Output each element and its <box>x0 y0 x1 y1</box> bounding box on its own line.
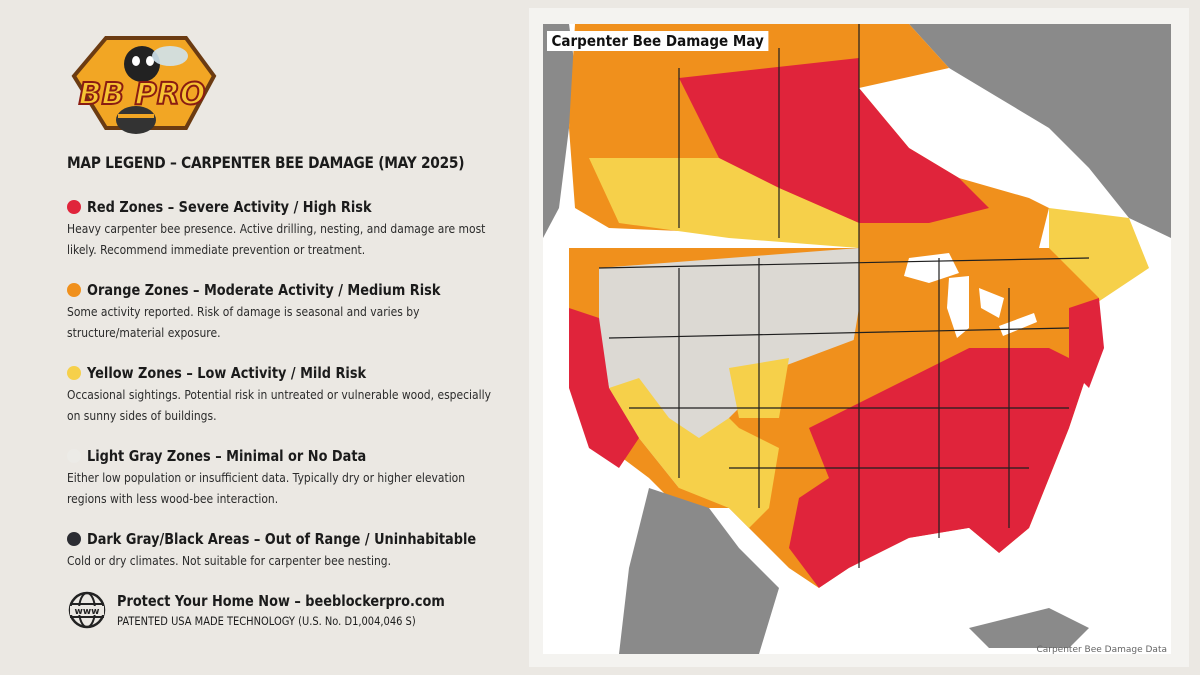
state-borders <box>598 24 1090 568</box>
zone-westcoast-red <box>569 308 639 468</box>
legend-item-heading: Red Zones – Severe Activity / High Risk <box>87 198 372 216</box>
website-link[interactable]: Protect Your Home Now – beeblockerpro.co… <box>117 592 445 610</box>
dark-area-west <box>543 24 575 238</box>
bee-mascot-logo: BB PRO <box>71 36 217 134</box>
legend-item-description: Cold or dry climates. Not suitable for c… <box>67 553 392 568</box>
legend-item-red: Red Zones – Severe Activity / High Risk … <box>67 198 507 260</box>
dark-gray-dot-icon <box>67 532 81 546</box>
map-panel: Carpenter Bee Damage May Carpenter Bee D… <box>529 8 1189 667</box>
yellow-dot-icon <box>67 366 81 380</box>
dark-area-arctic <box>909 24 1171 238</box>
gulf-of-mexico <box>819 528 999 654</box>
logo-text: BB PRO <box>79 77 206 112</box>
map-title: Carpenter Bee Damage May <box>547 31 769 51</box>
dark-area-mexico <box>619 488 779 654</box>
legend-item-heading: Orange Zones – Moderate Activity / Mediu… <box>87 281 441 299</box>
legend-item-heading: Dark Gray/Black Areas – Out of Range / U… <box>87 530 477 548</box>
globe-text: www <box>75 607 100 617</box>
legend-item-dark-gray: Dark Gray/Black Areas – Out of Range / U… <box>67 530 507 571</box>
legend-item-heading: Light Gray Zones – Minimal or No Data <box>87 447 367 465</box>
legend-item-heading: Yellow Zones – Low Activity / Mild Risk <box>87 364 367 382</box>
light-gray-dot-icon <box>67 449 81 463</box>
legend-item-light-gray: Light Gray Zones – Minimal or No Data Ei… <box>67 447 507 509</box>
zone-canada-red <box>679 58 989 223</box>
legend-item-description: Heavy carpenter bee presence. Active dri… <box>67 221 486 257</box>
legend-item-description: Some activity reported. Risk of damage i… <box>67 304 420 340</box>
zone-canada-yellow <box>589 158 859 248</box>
red-dot-icon <box>67 200 81 214</box>
legend-item-orange: Orange Zones – Moderate Activity / Mediu… <box>67 281 507 343</box>
lake-huron <box>979 288 1004 318</box>
map-credit: Carpenter Bee Damage Data <box>1036 645 1167 655</box>
lake-michigan <box>947 276 969 338</box>
orange-dot-icon <box>67 283 81 297</box>
zone-northeast-red <box>1069 298 1104 388</box>
legend-item-description: Occasional sightings. Potential risk in … <box>67 387 491 423</box>
north-america-map <box>543 24 1171 654</box>
legend-panel: BB PRO MAP LEGEND – CARPENTER BEE DAMAGE… <box>0 0 530 675</box>
globe-www-icon: www <box>68 591 106 629</box>
legend-title: MAP LEGEND – CARPENTER BEE DAMAGE (MAY 2… <box>67 153 465 172</box>
legend-item-yellow: Yellow Zones – Low Activity / Mild Risk … <box>67 364 507 426</box>
zone-southwest-yellow <box>609 378 779 528</box>
patent-text: PATENTED USA MADE TECHNOLOGY (U.S. No. D… <box>117 614 416 628</box>
legend-item-description: Either low population or insufficient da… <box>67 470 466 506</box>
footer: www Protect Your Home Now – beeblockerpr… <box>67 590 498 630</box>
dark-area-caribbean <box>969 608 1089 648</box>
hudson-bay <box>859 68 1049 198</box>
